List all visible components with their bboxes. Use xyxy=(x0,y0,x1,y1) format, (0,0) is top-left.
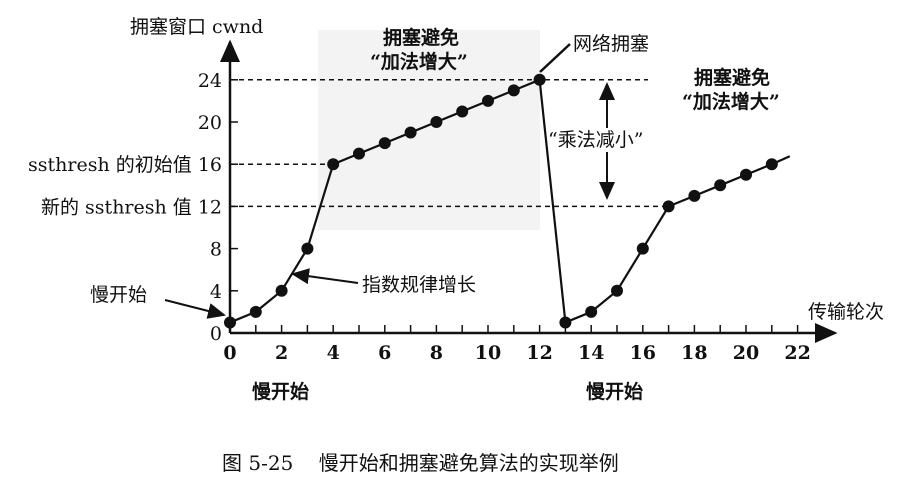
data-point xyxy=(533,73,546,86)
data-point xyxy=(249,305,262,318)
x-axis-label: 传输轮次 xyxy=(808,301,884,323)
data-point xyxy=(559,316,572,329)
y-tick-label: ssthresh 的初始值 16 xyxy=(28,154,222,176)
x-tick-label: 18 xyxy=(681,342,707,364)
x-tick-label: 22 xyxy=(784,342,810,364)
y-tick-label: 新的 ssthresh 值 12 xyxy=(41,196,222,218)
reference-lines xyxy=(230,79,668,208)
annotation-ca1-line2: “加法增大” xyxy=(370,50,468,73)
x-tick-label: 10 xyxy=(475,342,501,364)
data-point xyxy=(430,116,443,128)
y-tick-label: 8 xyxy=(210,239,222,261)
y-axis-ticks: 0 4 8 新的 ssthresh 值 12 ssthresh 的初始值 16 20 24 xyxy=(28,70,238,345)
data-point xyxy=(378,137,391,150)
annotation-slow-start-bottom-2: 慢开始 xyxy=(586,380,643,403)
x-tick-label: 4 xyxy=(327,342,340,364)
x-tick-label: 20 xyxy=(733,342,759,364)
y-tick-label: 20 xyxy=(198,112,222,134)
axes xyxy=(220,39,838,343)
annotation-ca2-line2: “加法增大” xyxy=(682,90,780,113)
x-tick-label: 16 xyxy=(630,342,656,364)
data-point xyxy=(688,189,701,202)
figure-caption: 图 5-25 慢开始和拥塞避免算法的实现举例 xyxy=(222,451,619,475)
x-tick-label: 2 xyxy=(275,342,288,364)
data-point xyxy=(456,105,469,118)
data-point xyxy=(327,158,340,171)
y-axis-label: 拥塞窗口 cwnd xyxy=(130,16,263,38)
data-point xyxy=(714,179,727,192)
x-tick-label: 12 xyxy=(526,342,552,364)
shaded-region xyxy=(318,30,540,230)
cwnd-series xyxy=(224,73,791,329)
annotation-slow-start-left: 慢开始 xyxy=(90,284,147,306)
data-point xyxy=(740,168,752,181)
x-tick-label: 6 xyxy=(378,342,391,364)
x-tick-label: 0 xyxy=(223,342,236,364)
annotation-network-congestion: 网络拥塞 xyxy=(573,33,649,55)
annotation-slow-start-bottom-1: 慢开始 xyxy=(252,380,309,403)
y-tick-label: 0 xyxy=(210,323,222,345)
annotation-exponential-growth: 指数规律增长 xyxy=(362,274,476,296)
annotations: 慢开始 指数规律增长 拥塞避免 “加法增大” 网络拥塞 “乘法减小” 拥塞避免 … xyxy=(90,26,780,403)
data-point xyxy=(275,284,288,297)
x-tick-label: 14 xyxy=(578,342,604,364)
data-point xyxy=(611,284,623,297)
x-axis-ticks: 0 2 4 6 8 10 12 14 16 18 20 22 xyxy=(223,325,811,364)
x-tick-label: 8 xyxy=(430,342,443,364)
y-tick-label: 4 xyxy=(210,281,222,303)
data-point xyxy=(353,147,365,160)
annotation-ca2-line1: 拥塞避免 xyxy=(694,66,770,89)
data-point xyxy=(507,84,520,97)
data-point xyxy=(301,242,314,255)
annotation-multiplicative-decrease: “乘法减小” xyxy=(548,129,643,151)
y-tick-label: 24 xyxy=(198,70,222,92)
data-point xyxy=(636,242,649,255)
data-point xyxy=(585,305,598,318)
data-point xyxy=(482,94,494,107)
data-point xyxy=(404,126,417,139)
data-point xyxy=(765,158,778,171)
data-point xyxy=(224,316,236,329)
annotation-ca1-line1: 拥塞避免 xyxy=(383,26,459,49)
data-point xyxy=(662,200,675,213)
